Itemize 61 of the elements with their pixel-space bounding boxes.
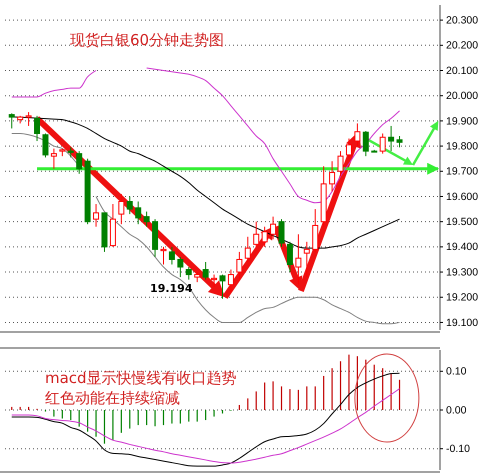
y-tick-label: 20.100 [446, 64, 478, 77]
y-tick-label: 0.00 [446, 404, 467, 416]
annotation: macd显示快慢线有收口趋势 [45, 369, 237, 387]
candlestick [295, 234, 302, 286]
candlestick [26, 112, 32, 126]
y-tick-label: 19.800 [446, 140, 478, 152]
y-tick-label: 19.600 [446, 190, 478, 203]
annotation: 19.194 [150, 282, 193, 295]
candlestick [286, 241, 293, 273]
annotation: 红色动能在持续缩减 [45, 389, 180, 407]
text: 现货白银60分钟走势图 [70, 31, 224, 49]
candlestick [8, 112, 15, 129]
candlestick [126, 196, 133, 215]
line-series [11, 372, 400, 467]
candlestick [220, 274, 226, 300]
candlestick [262, 226, 268, 248]
candlestick [144, 211, 150, 228]
candlestick [354, 122, 360, 147]
candlestick [253, 221, 260, 248]
candlestick [304, 241, 310, 278]
candlestick [160, 246, 166, 265]
candlestick [346, 138, 352, 160]
candlestick [177, 256, 184, 278]
y-tick-label: 20.300 [446, 14, 478, 26]
candlestick [68, 146, 74, 158]
candlestick [278, 218, 285, 248]
y-tick-label: 19.500 [446, 216, 478, 228]
candlestick [42, 132, 48, 158]
candlestick [168, 246, 175, 265]
y-tick-label: 20.000 [446, 90, 478, 102]
candlestick [211, 274, 218, 288]
candlestick [362, 130, 369, 157]
candlestick [312, 208, 318, 252]
candlestick [236, 251, 242, 280]
candlestick [93, 204, 100, 228]
line-series [11, 388, 400, 464]
candlestick [50, 148, 57, 170]
candlestick [118, 193, 124, 225]
y-tick-label: 19.200 [446, 292, 478, 304]
y-tick-label: 19.900 [446, 115, 478, 128]
candlestick [329, 160, 336, 192]
candlestick [202, 261, 209, 280]
candlestick [396, 136, 403, 148]
y-tick-label: 19.700 [446, 166, 478, 178]
y-tick-label: -0.10 [446, 443, 470, 456]
candlestick [186, 266, 192, 280]
candlestick [194, 272, 200, 283]
y-tick-label: 20.200 [446, 40, 478, 52]
candlestick [135, 201, 142, 225]
candlestick [380, 132, 386, 154]
candlestick [244, 236, 251, 262]
y-tick-label: 19.100 [446, 316, 478, 329]
candlestick [76, 150, 82, 174]
candlestick [270, 216, 276, 240]
candlestick [228, 269, 234, 293]
y-tick-label: 19.400 [446, 241, 478, 254]
candlestick [338, 150, 344, 177]
candlestick [388, 125, 394, 152]
y-tick-label: 19.300 [446, 266, 478, 278]
candlestick [34, 115, 40, 142]
y-tick-label: 0.10 [446, 366, 467, 378]
